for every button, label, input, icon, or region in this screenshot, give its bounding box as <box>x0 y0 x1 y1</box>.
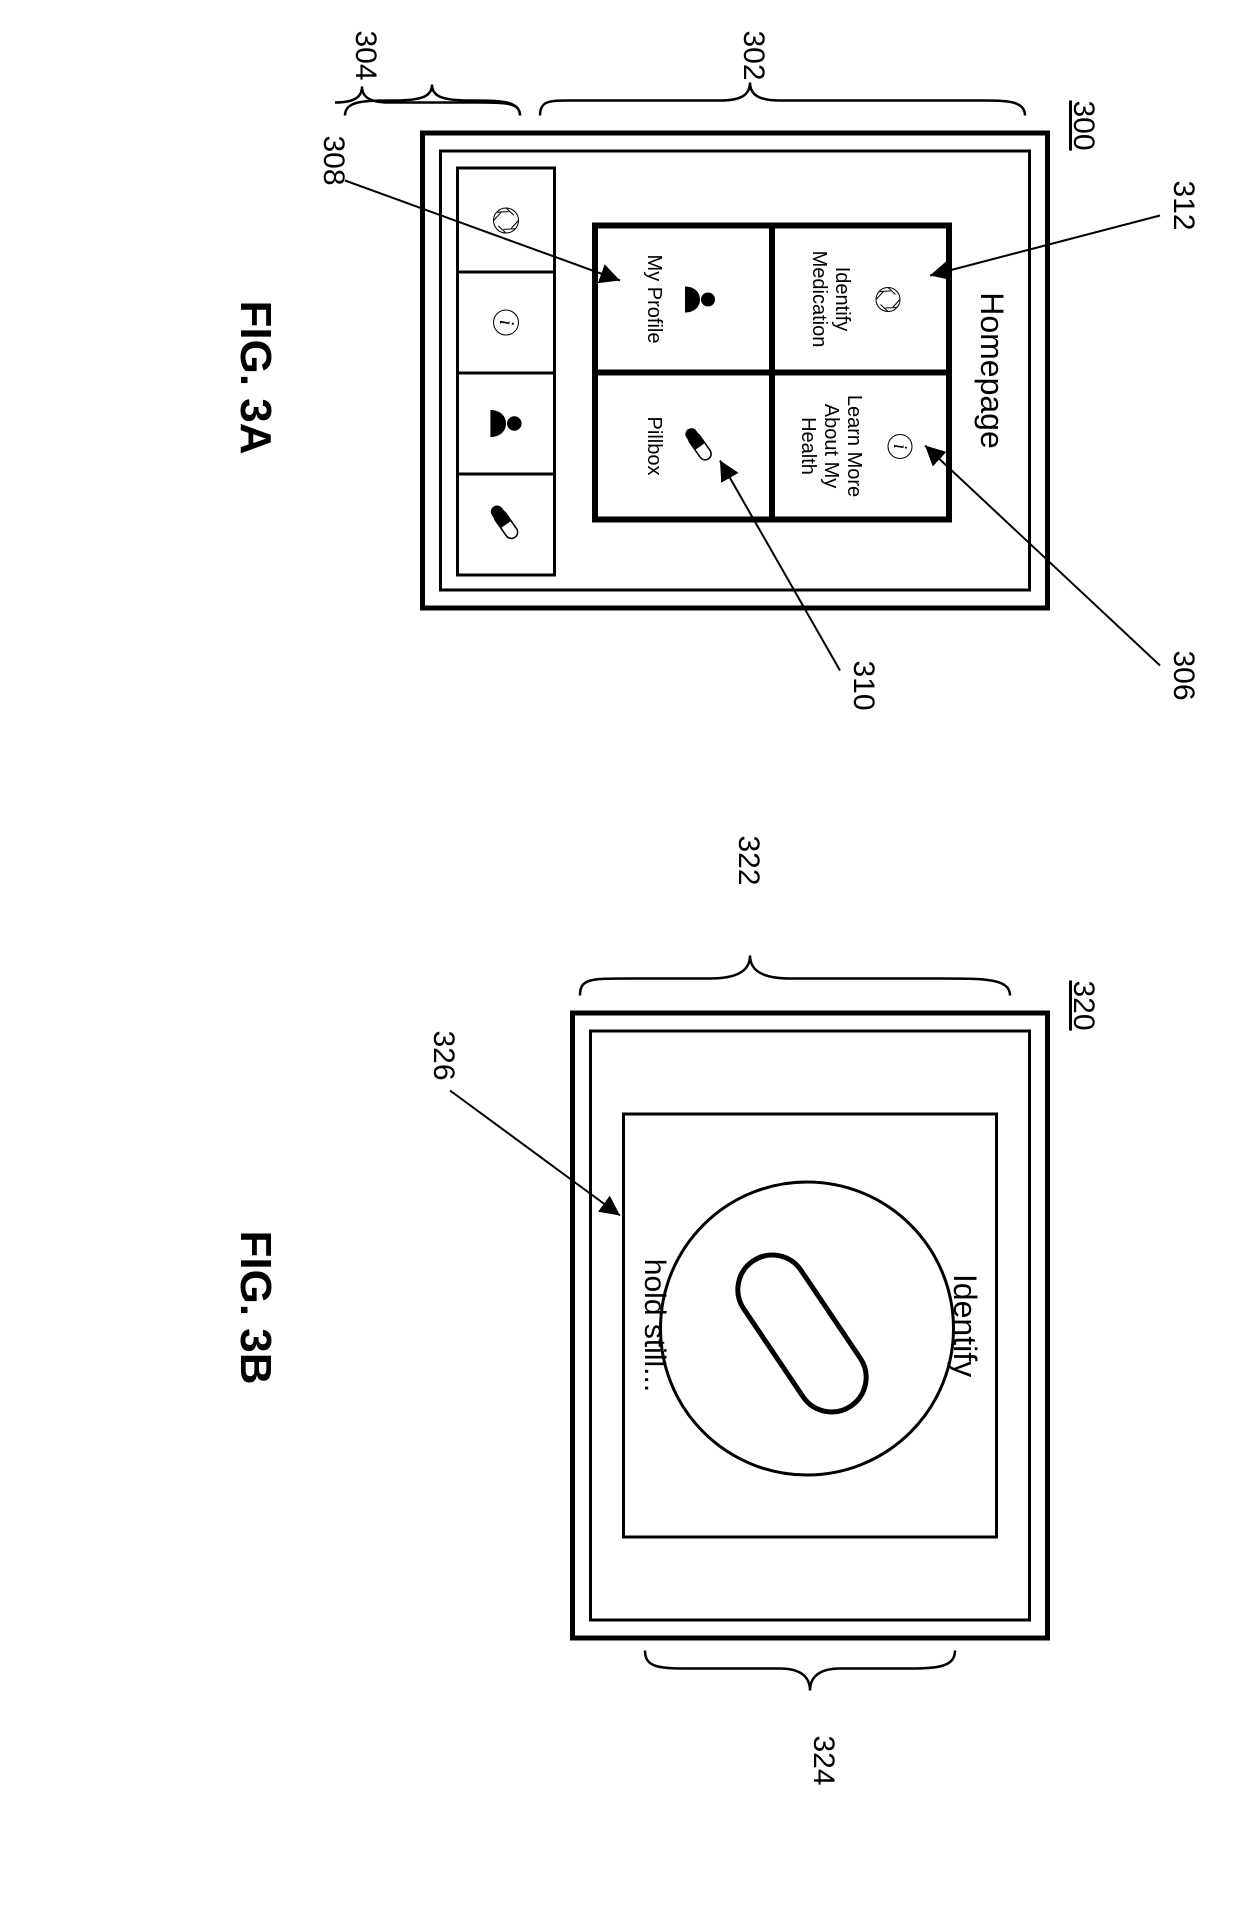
camera-lens <box>659 1180 955 1476</box>
svg-text:i: i <box>495 319 518 325</box>
info-circle-icon: i <box>875 421 925 471</box>
device-3a: Homepage <box>420 130 1050 610</box>
aperture-icon <box>480 194 532 246</box>
figure-3a-label: FIG. 3A <box>230 300 280 454</box>
device-3a-screen: Homepage <box>439 149 1031 591</box>
person-bust-icon <box>480 397 532 449</box>
nav-profile[interactable] <box>459 371 553 472</box>
page: Homepage <box>0 0 1240 1923</box>
ref-324: 324 <box>806 1735 840 1785</box>
identify-status: hold still... <box>637 1115 671 1535</box>
ref-322: 322 <box>731 835 765 885</box>
svg-text:i: i <box>889 443 911 449</box>
ref-304: 304 <box>348 30 382 80</box>
ref-310: 310 <box>846 660 880 710</box>
nav-identify[interactable] <box>459 169 553 270</box>
ref-300: 300 <box>1066 100 1100 150</box>
aperture-icon <box>864 274 914 324</box>
ref-308: 308 <box>316 135 350 185</box>
ref-320: 320 <box>1066 980 1100 1030</box>
rotated-canvas: Homepage <box>0 0 1240 1923</box>
stage: Homepage <box>0 0 1240 1923</box>
info-circle-icon: i <box>480 296 532 348</box>
tile-label: Pillbox <box>642 416 665 475</box>
homepage-title: Homepage <box>973 152 1010 588</box>
tile-my-profile[interactable]: My Profile <box>595 225 772 372</box>
nav-learn[interactable]: i <box>459 270 553 371</box>
capsule-icon <box>480 498 532 550</box>
device-3b: Identify hold still... <box>570 1010 1050 1640</box>
tile-learn-more[interactable]: i Learn MoreAbout MyHealth <box>772 372 949 519</box>
tile-label: IdentifyMedication <box>808 250 854 347</box>
ref-302: 302 <box>736 30 770 80</box>
person-bust-icon <box>675 274 725 324</box>
ref-326: 326 <box>426 1030 460 1080</box>
capsule-icon <box>675 421 725 471</box>
identify-viewfinder[interactable]: Identify hold still... <box>622 1112 998 1538</box>
device-3b-screen: Identify hold still... <box>589 1029 1031 1621</box>
pill-in-view <box>721 1238 883 1429</box>
nav-pillbox[interactable] <box>459 472 553 573</box>
ref-312: 312 <box>1166 180 1200 230</box>
figure-3b-label: FIG. 3B <box>230 1230 280 1384</box>
tile-label: Learn MoreAbout MyHealth <box>796 394 865 496</box>
homepage-nav: i <box>456 166 556 576</box>
tile-identify-medication[interactable]: IdentifyMedication <box>772 225 949 372</box>
tile-label: My Profile <box>642 254 665 343</box>
tile-pillbox[interactable]: Pillbox <box>595 372 772 519</box>
ref-306: 306 <box>1166 650 1200 700</box>
homepage-grid: IdentifyMedication i Learn MoreAbout MyH… <box>592 222 952 522</box>
